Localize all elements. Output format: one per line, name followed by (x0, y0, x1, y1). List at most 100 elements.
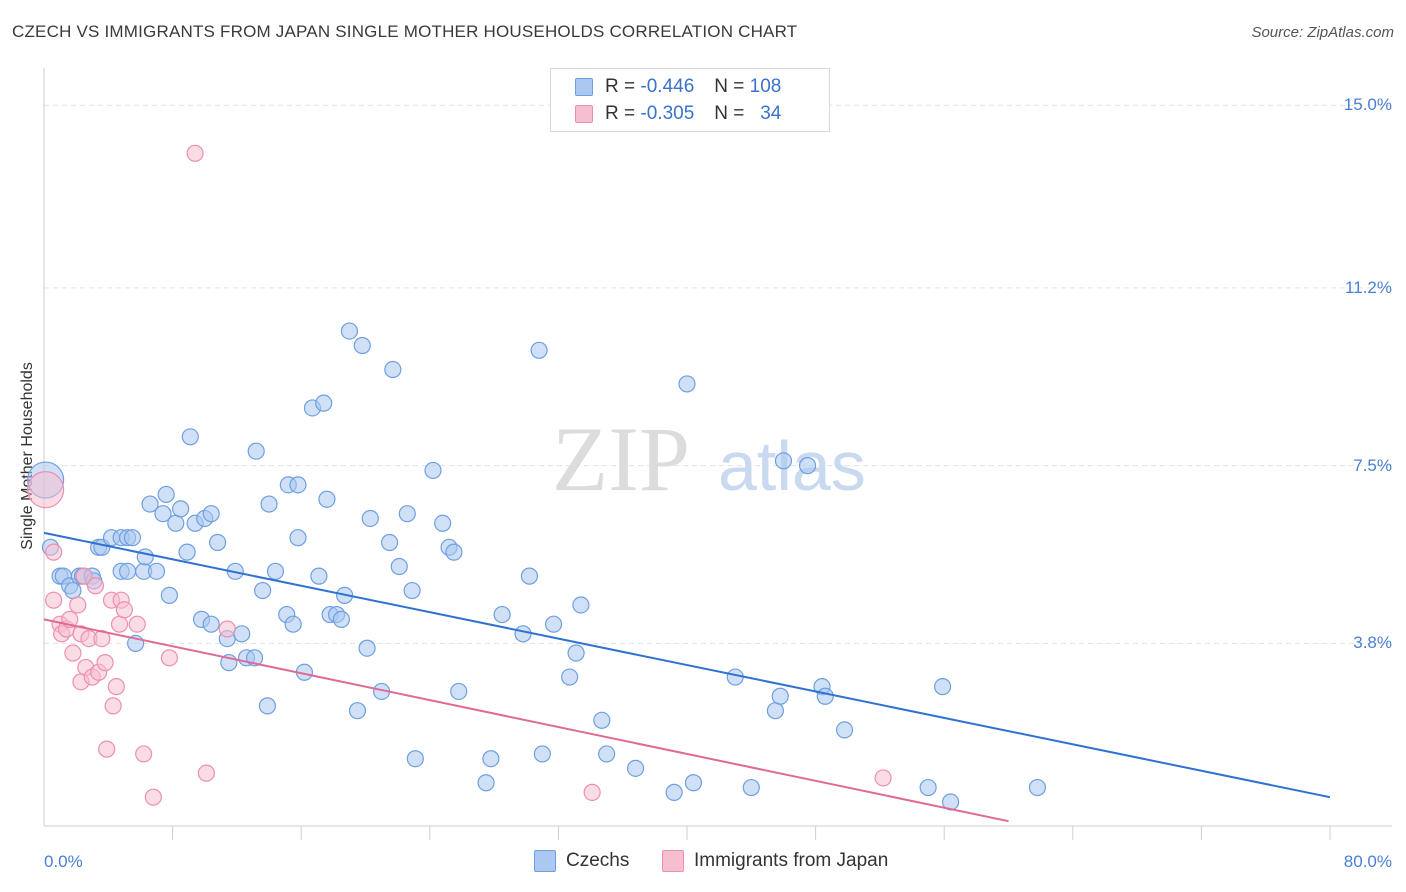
japan-point (197, 764, 215, 782)
czech-point (332, 610, 350, 628)
czech-point (64, 581, 82, 600)
czech-point (157, 485, 175, 504)
legend-row-japan: R = -0.305 N = 34 (575, 102, 781, 126)
czech-point (390, 557, 408, 576)
japan-point (110, 615, 129, 633)
czech-point (310, 567, 328, 585)
y-tick-label: 15.0% (1343, 95, 1392, 115)
czech-point (766, 702, 785, 720)
czech-point (482, 750, 500, 768)
legend-r-value: -0.305 (640, 103, 695, 124)
legend-r-label: R = (605, 103, 636, 124)
czech-point (572, 596, 590, 614)
czech-point (798, 457, 817, 475)
czech-point (567, 644, 585, 662)
czech-point (477, 774, 495, 792)
czech-point (403, 581, 421, 600)
czech-point (178, 543, 196, 561)
czech-point (172, 500, 190, 518)
czech-point (544, 615, 563, 633)
x-tick-label-min: 0.0% (44, 852, 83, 871)
czech-point (665, 783, 683, 801)
japan-point (160, 649, 178, 667)
czech-point (598, 745, 616, 763)
czech-point (835, 721, 854, 739)
czech-point (678, 375, 696, 393)
czech-point (318, 490, 336, 508)
data-points (27, 144, 1047, 811)
czech-point (774, 452, 793, 470)
czech-point (493, 605, 511, 624)
japan-point (45, 591, 63, 609)
czech-point (123, 529, 142, 547)
japan-point (69, 596, 87, 614)
czech-point (533, 745, 551, 763)
chart-title: CZECH VS IMMIGRANTS FROM JAPAN SINGLE MO… (12, 22, 798, 41)
czech-point (136, 548, 154, 566)
czech-point (289, 476, 307, 494)
japan-swatch (575, 105, 593, 123)
czech-point (154, 505, 172, 523)
japan-point (218, 620, 236, 638)
czech-point (361, 509, 379, 528)
japan-point (98, 740, 116, 758)
legend-row-czechs: R = -0.446 N = 108 (575, 75, 781, 99)
japan-point (27, 471, 65, 509)
czech-point (434, 514, 452, 532)
legend-r-value: -0.446 (640, 76, 695, 97)
czech-point (340, 322, 359, 340)
czech-point (254, 581, 272, 600)
japan-point (107, 678, 125, 696)
watermark: ZIP atlas (552, 408, 866, 510)
axes (43, 68, 1392, 840)
czech-point (406, 750, 424, 768)
czech-point (289, 529, 307, 547)
czech-point (398, 505, 416, 523)
japan-point (115, 601, 133, 619)
correlation-legend: R = -0.446 N = 108 R = -0.305 N = 34 (550, 68, 830, 132)
watermark-atlas: atlas (718, 427, 866, 505)
czech-point (118, 562, 137, 580)
czech-point (348, 702, 367, 720)
japan-point (128, 615, 146, 633)
czech-point (258, 697, 277, 715)
japan-point (75, 567, 93, 585)
japan-legend-label: Immigrants from Japan (694, 850, 889, 871)
legend-n-value: 108 (749, 76, 782, 97)
czech-point (284, 615, 302, 633)
bottom-legend-czechs: Czechs (534, 850, 629, 872)
japan-point (144, 788, 162, 806)
czech-point (202, 505, 220, 523)
czech-point (450, 682, 468, 701)
legend-n-value: 34 (760, 103, 782, 124)
legend-n-label: N = (714, 76, 745, 97)
czech-point (593, 711, 611, 729)
czech-point (933, 678, 952, 696)
czech-point (147, 562, 166, 580)
czechs-legend-swatch (534, 850, 556, 872)
japan-point (96, 654, 114, 672)
bottom-legend-japan: Immigrants from Japan (662, 850, 888, 872)
czech-point (561, 668, 579, 686)
czech-point (381, 533, 399, 552)
y-tick-label: 3.8% (1353, 633, 1392, 653)
czech-point (181, 428, 199, 446)
czech-point (202, 615, 220, 633)
legend-r-label: R = (605, 76, 636, 97)
japan-point (186, 144, 204, 162)
japan-point (45, 543, 63, 561)
czech-point (816, 687, 834, 705)
czech-point (626, 759, 645, 777)
czech-point (233, 625, 251, 643)
czech-point (358, 639, 376, 657)
czech-point (353, 336, 371, 355)
source-label: Source: ZipAtlas.com (1251, 24, 1394, 41)
czechs-legend-label: Czechs (566, 850, 630, 871)
czech-point (742, 778, 760, 797)
czech-point (167, 514, 185, 532)
czech-point (445, 543, 463, 561)
czech-point (919, 778, 937, 797)
watermark-zip: ZIP (552, 408, 690, 510)
czech-point (141, 495, 159, 513)
